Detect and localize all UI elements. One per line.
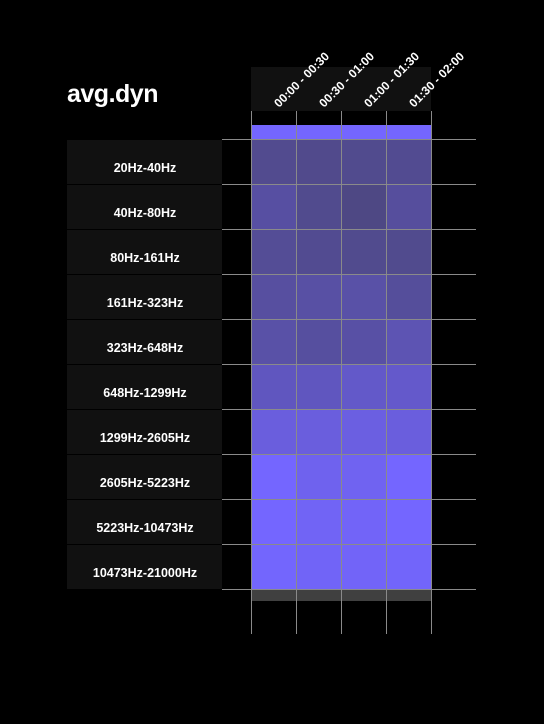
row-label: 323Hz-648Hz [107, 341, 183, 355]
heatmap-cell [296, 274, 341, 319]
heatmap-cell [251, 229, 296, 274]
heatmap-cell [386, 409, 431, 454]
row-label-background [67, 365, 222, 409]
heatmap-cell [341, 409, 386, 454]
heatmap-cell [296, 319, 341, 364]
row-label-background [67, 455, 222, 499]
heatmap-cell [341, 544, 386, 589]
row-label: 1299Hz-2605Hz [100, 431, 190, 445]
heatmap-cell [296, 364, 341, 409]
heatmap-cell [251, 499, 296, 544]
row-label: 80Hz-161Hz [110, 251, 179, 265]
column-header-background [251, 67, 431, 111]
row-label-background [67, 275, 222, 319]
row-label: 10473Hz-21000Hz [93, 566, 197, 580]
heatmap-cell [386, 229, 431, 274]
heatmap-cell [341, 499, 386, 544]
heatmap-cell [386, 544, 431, 589]
heatmap-cell [251, 409, 296, 454]
heatmap-cell [296, 184, 341, 229]
heatmap-cell [251, 184, 296, 229]
row-label: 648Hz-1299Hz [103, 386, 186, 400]
row-label: 40Hz-80Hz [114, 206, 177, 220]
row-label-background [67, 410, 222, 454]
row-label: 5223Hz-10473Hz [96, 521, 193, 535]
row-label-background [67, 500, 222, 544]
heatmap-cell [341, 454, 386, 499]
heatmap-cell [386, 499, 431, 544]
heatmap-cell [251, 139, 296, 184]
heatmap-cells [251, 139, 431, 589]
heatmap-cell [251, 274, 296, 319]
heatmap-cell [296, 229, 341, 274]
heatmap-cell [251, 454, 296, 499]
heatmap-cell [251, 364, 296, 409]
heatmap-cell [341, 184, 386, 229]
heatmap-cell [296, 409, 341, 454]
heatmap-cell [251, 319, 296, 364]
row-label-background [67, 545, 222, 589]
heatmap-cell [296, 454, 341, 499]
column-headers [251, 67, 431, 111]
row-labels: 20Hz-40Hz 40Hz-80Hz 80Hz-161Hz 161Hz-323Hz 3… [67, 140, 222, 589]
heatmap-cell [341, 364, 386, 409]
row-label: 161Hz-323Hz [107, 296, 183, 310]
row-label-background [67, 185, 222, 229]
heatmap-cell [341, 139, 386, 184]
heatmap-cell [341, 274, 386, 319]
heatmap-cell [386, 454, 431, 499]
heatmap-cell [341, 229, 386, 274]
row-label: 20Hz-40Hz [114, 161, 177, 175]
heatmap-cell [341, 319, 386, 364]
grid-lines [222, 111, 476, 634]
heatmap-cell [386, 184, 431, 229]
chart-title: avg.dyn [67, 80, 158, 108]
row-label-background [67, 140, 222, 184]
heatmap-cell [386, 274, 431, 319]
heatmap-cell [386, 319, 431, 364]
heatmap-cell [386, 139, 431, 184]
heatmap-cell [296, 544, 341, 589]
heatmap-cell [296, 499, 341, 544]
row-label-background [67, 320, 222, 364]
heatmap-cell [296, 139, 341, 184]
heatmap-cell [386, 364, 431, 409]
row-label: 2605Hz-5223Hz [100, 476, 190, 490]
heatmap-cell [251, 544, 296, 589]
row-label-background [67, 230, 222, 274]
